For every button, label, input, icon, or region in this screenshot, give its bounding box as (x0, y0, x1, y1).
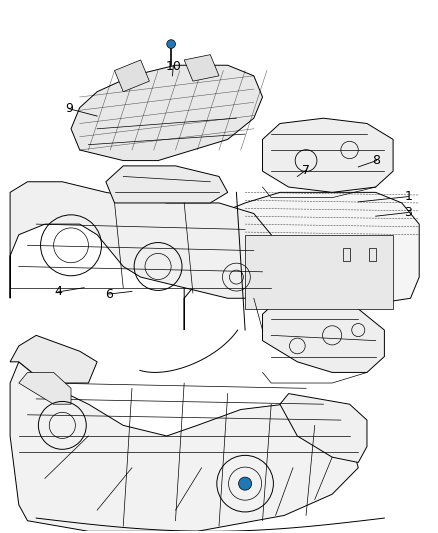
Text: 1: 1 (404, 190, 412, 203)
Circle shape (239, 477, 252, 490)
Text: 9: 9 (65, 102, 73, 115)
Polygon shape (106, 166, 228, 203)
Polygon shape (184, 192, 419, 330)
Polygon shape (10, 335, 97, 383)
Polygon shape (115, 60, 149, 92)
Text: 4: 4 (54, 286, 62, 298)
Bar (369, 248, 376, 261)
Polygon shape (184, 55, 219, 81)
Text: 3: 3 (404, 206, 412, 219)
Polygon shape (10, 182, 271, 298)
Polygon shape (262, 298, 385, 373)
Text: 10: 10 (166, 60, 181, 73)
Polygon shape (10, 362, 358, 531)
Polygon shape (19, 373, 71, 404)
Polygon shape (262, 118, 393, 192)
Circle shape (167, 39, 176, 49)
Polygon shape (71, 65, 262, 160)
Text: 6: 6 (106, 287, 113, 301)
Bar (343, 248, 350, 261)
Text: 8: 8 (373, 154, 381, 167)
Text: 7: 7 (302, 164, 310, 176)
Polygon shape (280, 393, 367, 463)
Polygon shape (245, 235, 393, 309)
